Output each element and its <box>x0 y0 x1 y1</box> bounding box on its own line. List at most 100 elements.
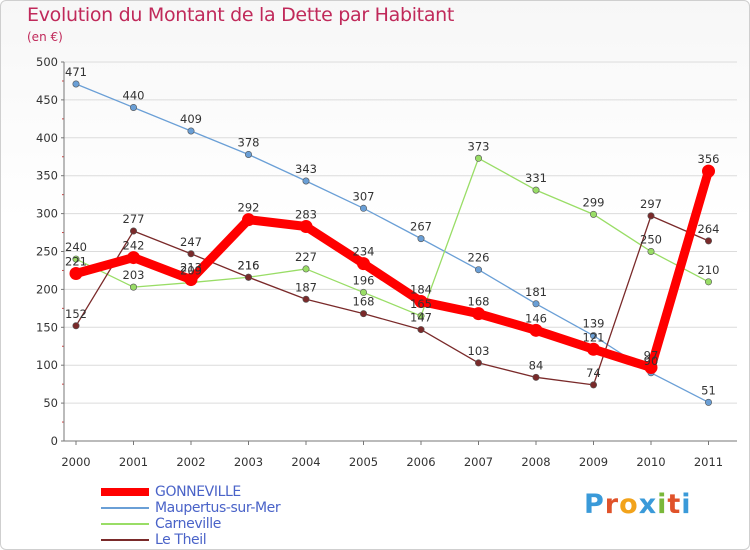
data-label: 267 <box>410 220 432 234</box>
data-point <box>130 103 138 111</box>
data-label: 74 <box>586 366 601 380</box>
x-tick-label: 2009 <box>579 455 608 469</box>
logo-letter: o <box>619 489 639 520</box>
data-point <box>302 295 310 303</box>
data-label: 378 <box>238 135 260 149</box>
legend-swatch <box>101 523 149 525</box>
data-point <box>647 248 655 256</box>
data-point <box>474 266 482 274</box>
legend: GONNEVILLE Maupertus-sur-Mer Carneville Le … <box>101 484 281 548</box>
x-tick-label: 2000 <box>61 455 90 469</box>
data-label: 440 <box>123 88 145 102</box>
data-label: 226 <box>468 251 490 265</box>
y-tick-label: 350 <box>36 169 58 183</box>
x-tick-label: 2008 <box>521 455 550 469</box>
grid-lines <box>64 61 737 404</box>
data-label: 240 <box>65 240 87 254</box>
data-label: 181 <box>525 285 547 299</box>
data-label: 307 <box>353 189 375 203</box>
data-point <box>529 323 543 337</box>
legend-swatch <box>101 539 149 541</box>
legend-swatch <box>101 507 149 509</box>
y-tick-label: 200 <box>36 282 58 296</box>
x-tick-label: 2004 <box>291 455 320 469</box>
data-point <box>532 186 540 194</box>
data-label: 221 <box>65 254 87 268</box>
legend-label: GONNEVILLE <box>155 484 241 500</box>
data-label: 213 <box>180 261 202 275</box>
proxiti-logo: Proxiti <box>584 489 692 520</box>
data-point <box>417 312 425 320</box>
data-label: 146 <box>525 311 547 325</box>
data-labels-layer: 221 242 213 292 283 234 184 168 146 121 97 356 471 44… <box>65 65 719 397</box>
x-tick-label: 2002 <box>176 455 205 469</box>
series-line <box>71 166 713 372</box>
data-label: 121 <box>583 330 605 344</box>
data-label: 51 <box>701 383 716 397</box>
legend-item: GONNEVILLE <box>101 484 280 500</box>
data-label: 165 <box>410 297 432 311</box>
series-line <box>75 83 710 403</box>
x-tick-label: 2011 <box>694 455 723 469</box>
data-point <box>69 266 83 280</box>
data-label: 216 <box>238 258 260 272</box>
data-label: 242 <box>123 239 145 253</box>
data-label: 356 <box>698 152 720 166</box>
data-label: 234 <box>353 245 375 259</box>
series-gonneville <box>69 164 715 374</box>
data-label: 331 <box>525 171 547 185</box>
data-label: 84 <box>529 358 544 372</box>
data-point <box>187 127 195 135</box>
data-label: 196 <box>353 273 375 287</box>
data-point <box>302 265 310 273</box>
y-tick-label: 450 <box>36 93 58 107</box>
data-label: 277 <box>123 212 145 226</box>
data-point <box>702 164 715 178</box>
data-label: 97 <box>644 348 659 362</box>
data-point <box>647 212 655 220</box>
data-label: 184 <box>410 283 432 297</box>
data-label: 90 <box>644 354 659 368</box>
data-label: 209 <box>180 264 202 278</box>
data-point <box>417 326 425 334</box>
data-point <box>589 381 597 389</box>
data-label: 292 <box>238 201 260 215</box>
data-point <box>72 255 80 263</box>
x-tick-label: 2005 <box>349 455 378 469</box>
logo-letter: i <box>657 489 668 520</box>
data-label: 216 <box>238 258 260 272</box>
data-label: 247 <box>180 235 202 249</box>
legend-item: Maupertus-sur-Mer <box>101 500 281 516</box>
data-label: 264 <box>698 222 720 236</box>
data-label: 227 <box>295 250 317 264</box>
data-label: 187 <box>295 280 317 294</box>
data-label: 210 <box>698 263 720 277</box>
data-point <box>127 251 140 265</box>
data-point <box>589 332 597 340</box>
data-label: 299 <box>583 195 605 209</box>
data-label: 471 <box>65 65 87 79</box>
x-tick-label: 2001 <box>119 455 148 469</box>
data-point <box>587 342 600 356</box>
x-tick-label: 2006 <box>406 455 435 469</box>
data-label: 168 <box>468 295 490 309</box>
data-point <box>359 288 367 296</box>
data-point <box>299 219 313 233</box>
series-line <box>75 157 710 317</box>
y-tick-label: 300 <box>36 207 58 221</box>
data-point <box>242 213 255 227</box>
data-point <box>302 177 310 185</box>
data-point <box>704 237 712 245</box>
data-point <box>184 273 198 287</box>
logo-letter: t <box>667 489 682 520</box>
series-layer <box>69 80 715 406</box>
x-tick-label: 2007 <box>464 455 493 469</box>
data-point <box>474 154 482 162</box>
y-tick-label: 0 <box>51 434 58 448</box>
data-point <box>589 210 597 218</box>
chart-title: Evolution du Montant de la Dette par Hab… <box>27 4 455 26</box>
data-point <box>187 250 195 258</box>
data-point <box>472 307 485 321</box>
data-label: 250 <box>640 233 662 247</box>
